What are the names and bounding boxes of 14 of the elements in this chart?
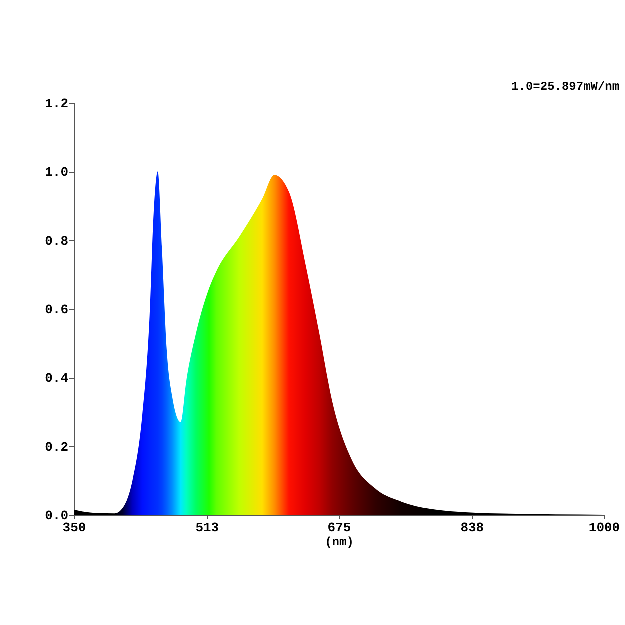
x-axis-title: (nm) xyxy=(325,536,354,550)
x-tick-label: 350 xyxy=(62,520,86,536)
x-tick-label: 1000 xyxy=(588,520,620,536)
text: 1.0=25.897mW/nm xyxy=(512,80,620,94)
y-tick-label: 1.2 xyxy=(45,96,69,112)
y-tick-label: 0.4 xyxy=(45,371,69,386)
x-tick-label: 513 xyxy=(196,520,220,536)
y-tick-label: 0.6 xyxy=(45,302,69,318)
y-tick-label: 0.0 xyxy=(45,508,69,524)
y-tick-label: 1.0 xyxy=(45,165,69,180)
x-tick-label: 675 xyxy=(328,520,352,536)
y-tick-label: 0.2 xyxy=(45,440,69,455)
x-tick-label: 838 xyxy=(460,520,484,536)
y-tick-label: 0.8 xyxy=(45,234,69,249)
